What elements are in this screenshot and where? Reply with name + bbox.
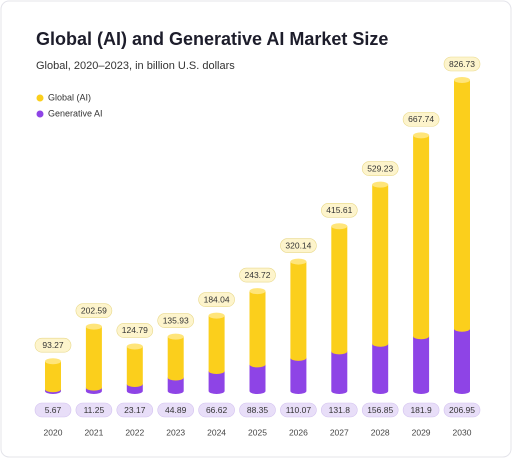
bar-segment [454,328,470,394]
value-label: 415.61 [326,205,352,215]
value-pill [443,402,481,418]
bar-cap [45,358,61,365]
bar-cap [126,343,143,350]
value-label: 156.85 [367,405,393,415]
x-tick-label: 2022 [125,427,144,437]
value-pill [157,313,194,328]
value-label: 88.35 [247,405,269,415]
value-pill [361,402,399,418]
bar-cap [249,288,266,295]
value-label: 826.73 [449,59,475,69]
value-label: 93.27 [42,340,64,350]
value-pill [116,323,154,338]
value-pill [239,267,276,283]
value-label: 66.62 [206,405,228,415]
value-pill [361,161,399,176]
value-label: 243.72 [245,270,271,280]
value-pill [34,337,72,353]
value-label: 110.07 [286,405,312,415]
chart-title: Global (AI) and Generative AI Market Siz… [36,29,388,49]
value-pill [280,402,317,418]
x-tick-label: 2027 [330,427,349,437]
value-pill [116,402,154,418]
value-pill [280,238,317,253]
value-pill [34,402,72,418]
bar-segment [249,364,266,395]
bar-cap [454,77,470,83]
bar-segment [290,357,307,395]
bar-segment [372,184,389,347]
bar-segment [208,315,225,374]
value-label: 5.67 [45,405,62,415]
bar-cap [208,312,225,319]
value-pill [239,402,276,418]
value-label: 529.23 [367,163,393,173]
x-tick-label: 2020 [44,427,63,437]
bar-cap [290,258,307,265]
bar-segment [45,361,61,393]
value-label: 320.14 [285,240,311,250]
bar-segment [454,80,470,332]
value-pill [320,402,358,418]
value-pill [198,402,235,418]
bar-segment [413,135,430,340]
bar-cap [167,333,184,340]
x-tick-label: 2030 [453,427,472,437]
legend-swatch [36,94,44,102]
bar-segment [331,226,348,355]
value-label: 11.25 [84,405,105,415]
bar-cap [331,223,348,230]
value-pill [157,402,194,418]
bar-segment [413,336,430,395]
value-label: 124.79 [122,325,148,335]
x-tick-label: 2021 [84,427,103,437]
bar-segment [249,291,266,368]
value-pill [402,402,440,418]
legend-label: Generative AI [48,108,103,118]
value-label: 131.8 [329,405,351,415]
value-label: 202.59 [81,305,107,315]
chart-subtitle: Global, 2020–2023, in billion U.S. dolla… [36,60,235,72]
x-tick-label: 2028 [371,427,390,437]
value-pill [320,203,358,218]
value-pill [198,292,235,307]
value-label: 206.95 [449,405,475,415]
bar-segment [372,343,389,395]
value-pill [443,56,481,72]
bar-segment [167,336,184,381]
value-label: 44.89 [165,405,187,415]
x-tick-label: 2026 [289,427,308,437]
value-label: 135.93 [163,315,189,325]
x-tick-label: 2024 [207,427,226,437]
value-label: 667.74 [408,114,434,124]
value-pill [402,112,440,127]
bar-segment [126,346,143,388]
bar-segment [290,261,307,361]
x-tick-label: 2025 [248,427,267,437]
bar-segment [331,351,348,395]
value-label: 181.9 [410,405,432,415]
bar-cap [372,181,389,188]
value-label: 23.17 [124,405,146,415]
bar-cap [413,132,430,139]
x-tick-label: 2029 [412,427,431,437]
value-label: 184.04 [204,294,230,304]
bar-segment [85,326,102,391]
legend-swatch [36,110,44,118]
bar-cap [85,323,102,330]
bar-segment [167,377,184,395]
x-tick-label: 2023 [166,427,185,437]
value-pill [75,402,113,418]
value-pill [75,303,113,318]
legend-label: Global (AI) [48,92,91,102]
bar-segment [208,370,225,395]
